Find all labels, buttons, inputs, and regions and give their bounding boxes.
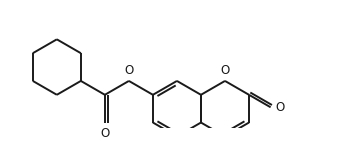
Text: O: O	[100, 127, 110, 140]
Text: O: O	[124, 64, 134, 77]
Text: O: O	[220, 64, 229, 77]
Text: O: O	[275, 101, 285, 114]
